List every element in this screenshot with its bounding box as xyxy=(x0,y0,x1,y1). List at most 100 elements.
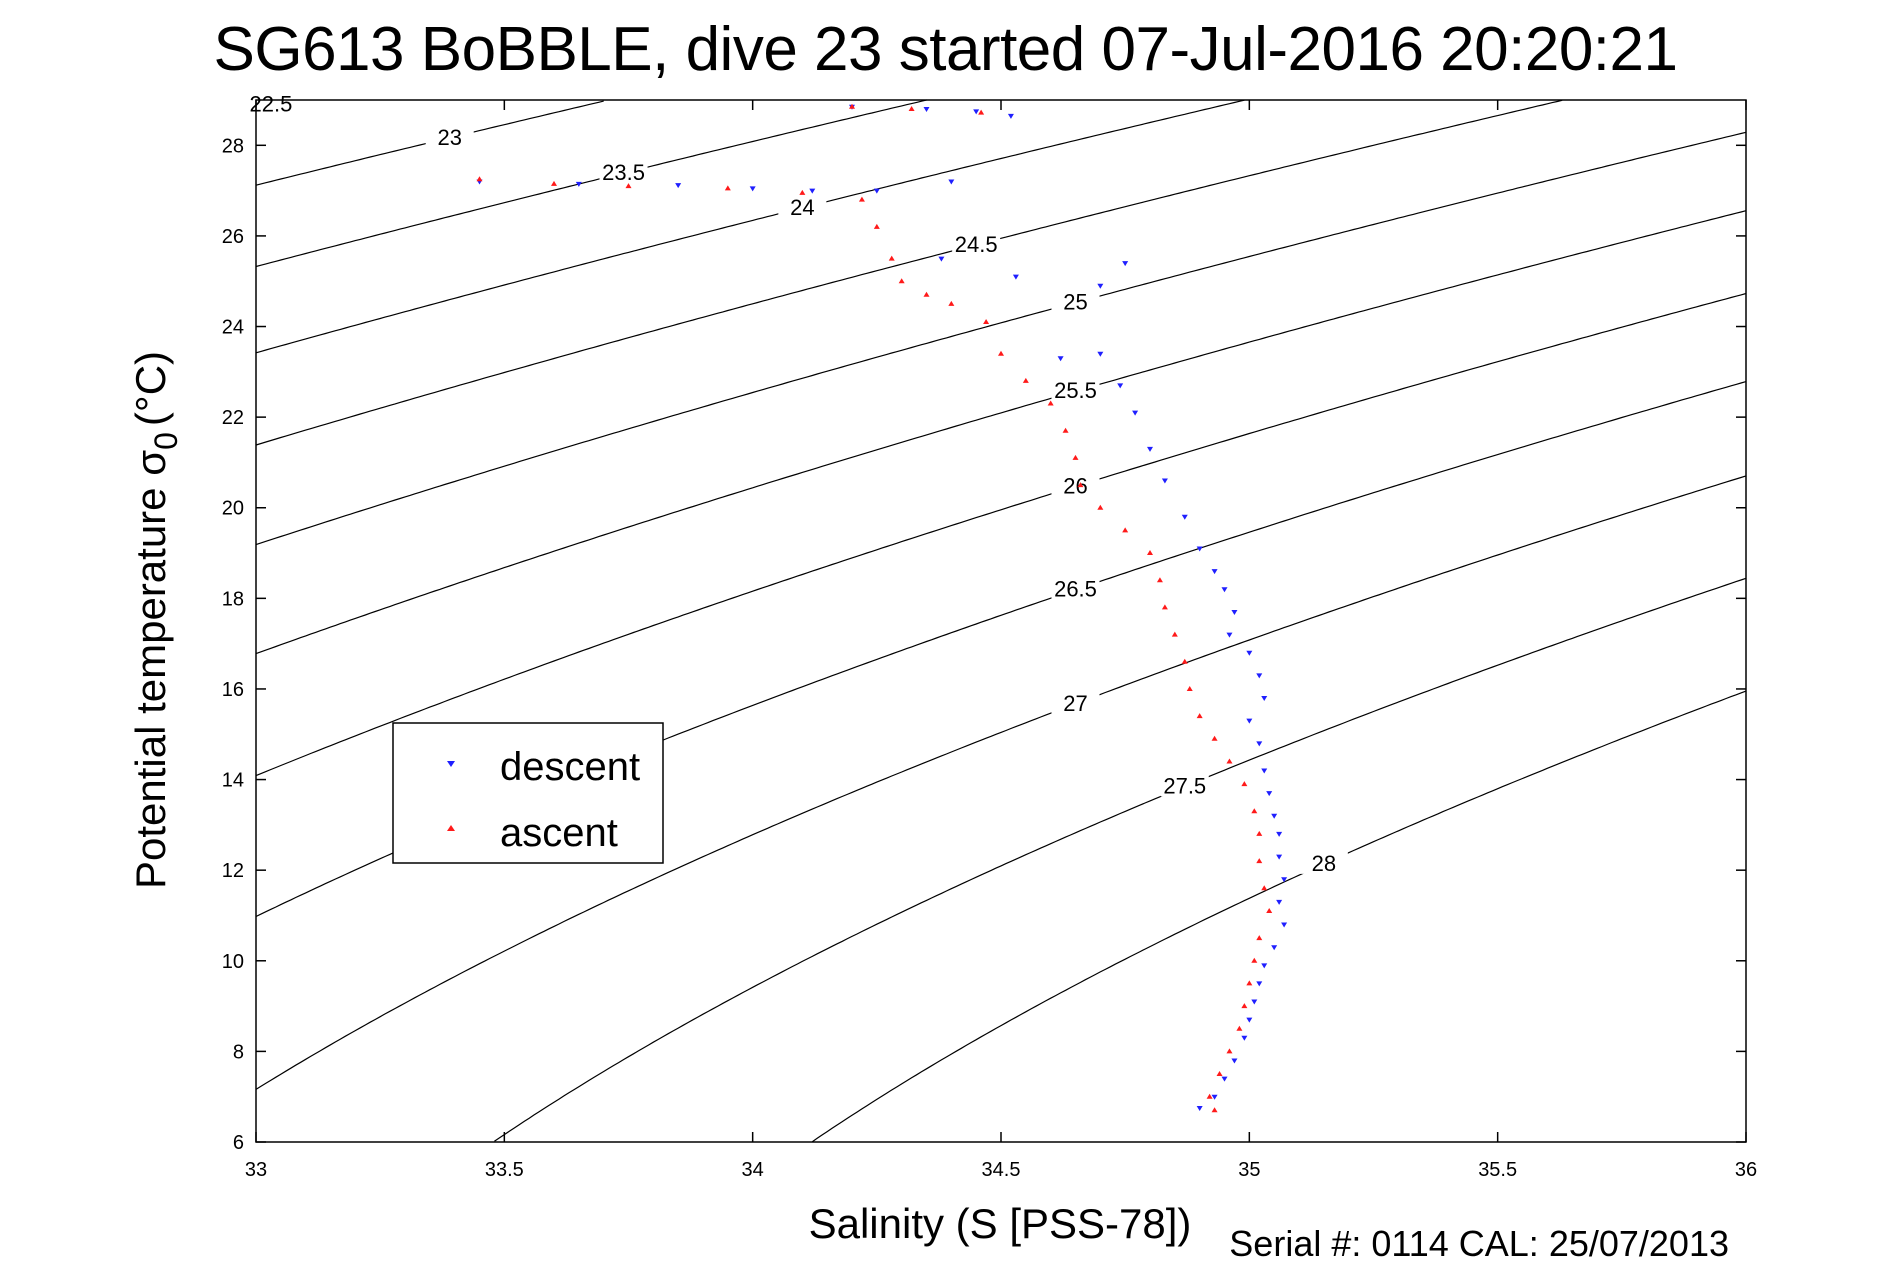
isopycnal-label: 25.5 xyxy=(1054,378,1097,403)
x-axis-ticks: 33 33.5 34 34.5 35 35.5 36 xyxy=(245,100,1757,1181)
isopycnal-label-bg xyxy=(1051,377,1100,402)
descent-point xyxy=(1281,877,1288,883)
isopycnal-label: 24 xyxy=(790,195,814,220)
isopycnal-label-bg xyxy=(1160,772,1209,797)
isopycnal-label: 27.5 xyxy=(1163,773,1206,798)
y-tick-label: 24 xyxy=(222,317,244,339)
legend-descent-label: descent xyxy=(500,745,640,789)
descent-point xyxy=(1132,410,1139,416)
descent-point xyxy=(938,256,945,262)
descent-point xyxy=(1246,650,1253,656)
ascent-point xyxy=(978,109,985,115)
descent-point xyxy=(809,188,816,194)
descent-point xyxy=(1117,383,1124,389)
descent-point xyxy=(1057,356,1064,362)
ascent-point xyxy=(1256,935,1263,941)
descent-point xyxy=(1097,283,1104,289)
descent-point xyxy=(1241,1035,1248,1041)
descent-point xyxy=(1276,831,1283,837)
descent-point xyxy=(575,181,582,187)
y-axis-ticks: 6 8 10 12 14 16 18 20 22 24 26 28 xyxy=(222,135,1746,1154)
x-tick-label: 36 xyxy=(1735,1159,1757,1181)
y-tick-label: 14 xyxy=(222,770,244,792)
y-tick-label: 26 xyxy=(222,226,244,248)
descent-point xyxy=(1246,718,1253,724)
descent-point xyxy=(1007,113,1014,119)
x-axis-label: Salinity (S [PSS-78]) xyxy=(809,1200,1192,1247)
isopycnal-line xyxy=(255,99,1245,354)
descent-point xyxy=(749,186,756,192)
descent-point xyxy=(675,183,682,189)
y-tick-label: 10 xyxy=(222,951,244,973)
descent-point xyxy=(1097,351,1104,357)
ascent-point xyxy=(873,223,880,229)
y-tick-label: 6 xyxy=(233,1132,244,1154)
ascent-point xyxy=(1047,400,1054,406)
legend: descent ascent xyxy=(392,722,664,864)
ascent-point xyxy=(1226,758,1233,764)
data-points xyxy=(476,103,1288,1113)
descent-point xyxy=(1276,854,1283,860)
descent-point xyxy=(1256,673,1263,679)
ascent-point xyxy=(1211,1107,1218,1113)
y-tick-label: 22 xyxy=(222,407,244,429)
isopycnal-label-bg xyxy=(425,123,474,148)
y-tick-label: 8 xyxy=(233,1041,244,1063)
y-tick-label: 18 xyxy=(222,588,244,610)
descent-point xyxy=(1147,446,1153,452)
isopycnal-label: 23.5 xyxy=(602,160,645,185)
ascent-point xyxy=(1097,504,1104,510)
x-tick-label: 33.5 xyxy=(485,1159,524,1181)
ascent-point xyxy=(476,176,483,182)
isopycnal-label-bg xyxy=(1299,849,1348,874)
descent-point xyxy=(973,109,980,115)
ascent-point xyxy=(1216,1071,1223,1077)
y-axis-label-subscript: 0 xyxy=(148,432,184,450)
descent-point xyxy=(1261,696,1268,702)
descent-point xyxy=(1231,609,1238,615)
descent-point xyxy=(1226,632,1233,638)
descent-point xyxy=(1261,768,1268,774)
ascent-point xyxy=(1256,830,1263,836)
descent-point xyxy=(1161,478,1168,484)
ascent-point xyxy=(1246,980,1253,986)
ascent-point xyxy=(1261,885,1268,891)
ascent-point xyxy=(1236,1025,1243,1031)
y-axis-label: Potential temperature σ0 (°C) xyxy=(127,351,184,889)
isopycnal-label-bg xyxy=(246,90,295,115)
descent-point xyxy=(948,179,955,185)
descent-point xyxy=(1012,274,1019,280)
ascent-point xyxy=(625,183,632,189)
y-axis-label-main: Potential temperature σ xyxy=(127,450,174,889)
isopycnal-line xyxy=(811,690,1747,1143)
ascent-point xyxy=(1077,482,1084,488)
legend-ascent-label: ascent xyxy=(500,811,618,855)
ascent-point xyxy=(1022,377,1029,383)
isopycnal-label-bg xyxy=(952,230,1001,255)
ascent-point xyxy=(1211,735,1218,741)
ascent-point xyxy=(858,196,865,202)
isopycnal-line xyxy=(255,475,1747,1090)
y-tick-label: 20 xyxy=(222,498,244,520)
isopycnal-line xyxy=(255,210,1747,655)
ascent-point xyxy=(908,106,915,112)
isopycnal-line xyxy=(255,292,1747,777)
isopycnal-label: 26 xyxy=(1063,473,1087,498)
descent-point xyxy=(1256,981,1263,987)
ascent-point xyxy=(1196,713,1203,719)
ascent-point xyxy=(1062,427,1069,433)
descent-point xyxy=(1276,899,1283,905)
descent-point xyxy=(1181,514,1188,520)
isopycnal-line xyxy=(255,99,927,268)
legend-descent-marker xyxy=(447,761,455,767)
ascent-point xyxy=(1226,1048,1233,1054)
descent-point xyxy=(873,188,880,194)
isopycnal-label: 23 xyxy=(437,125,461,150)
descent-point xyxy=(923,107,930,113)
isopycnal-label-bg xyxy=(1051,288,1100,313)
y-tick-label: 28 xyxy=(222,135,244,157)
ascent-point xyxy=(898,278,905,284)
isopycnal-label-bg xyxy=(599,158,648,183)
